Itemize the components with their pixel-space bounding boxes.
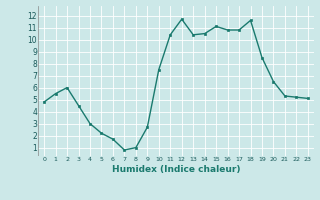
X-axis label: Humidex (Indice chaleur): Humidex (Indice chaleur) (112, 165, 240, 174)
